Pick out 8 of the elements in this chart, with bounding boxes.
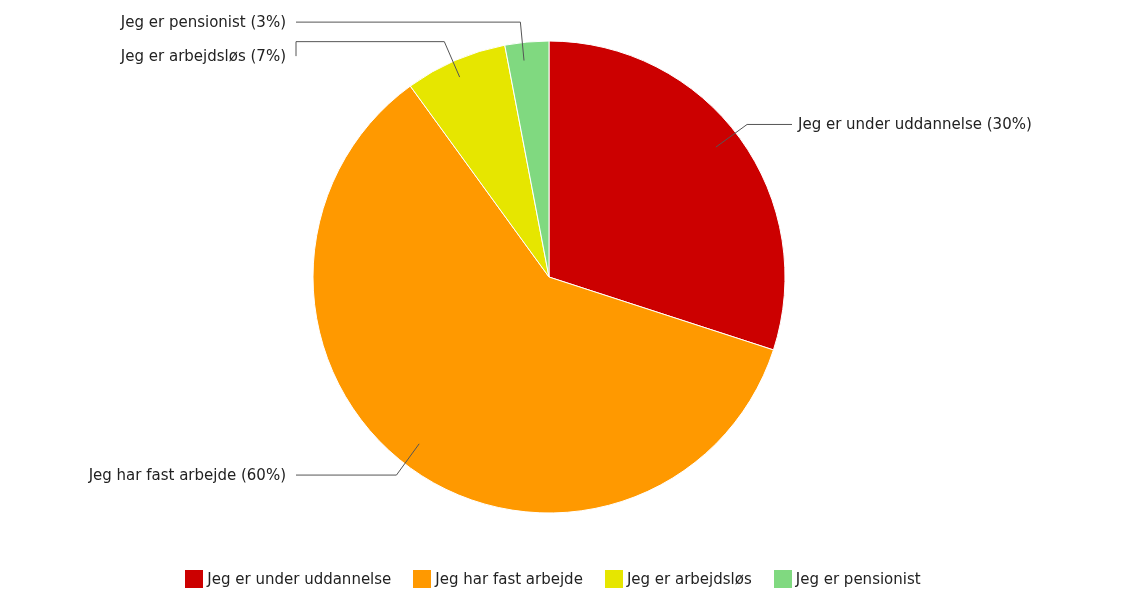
data-label: Jeg er arbejdsløs (7%)	[119, 47, 286, 66]
legend-label: Jeg har fast arbejde	[435, 569, 583, 588]
legend-label: Jeg er pensionist	[795, 569, 921, 588]
data-label: Jeg er under uddannelse (30%)	[797, 115, 1032, 134]
data-label: Jeg har fast arbejde (60%)	[87, 466, 286, 485]
data-label: Jeg er pensionist (3%)	[119, 13, 286, 32]
legend-label: Jeg er under uddannelse	[207, 569, 392, 588]
legend-label: Jeg er arbejdsløs	[626, 569, 752, 588]
